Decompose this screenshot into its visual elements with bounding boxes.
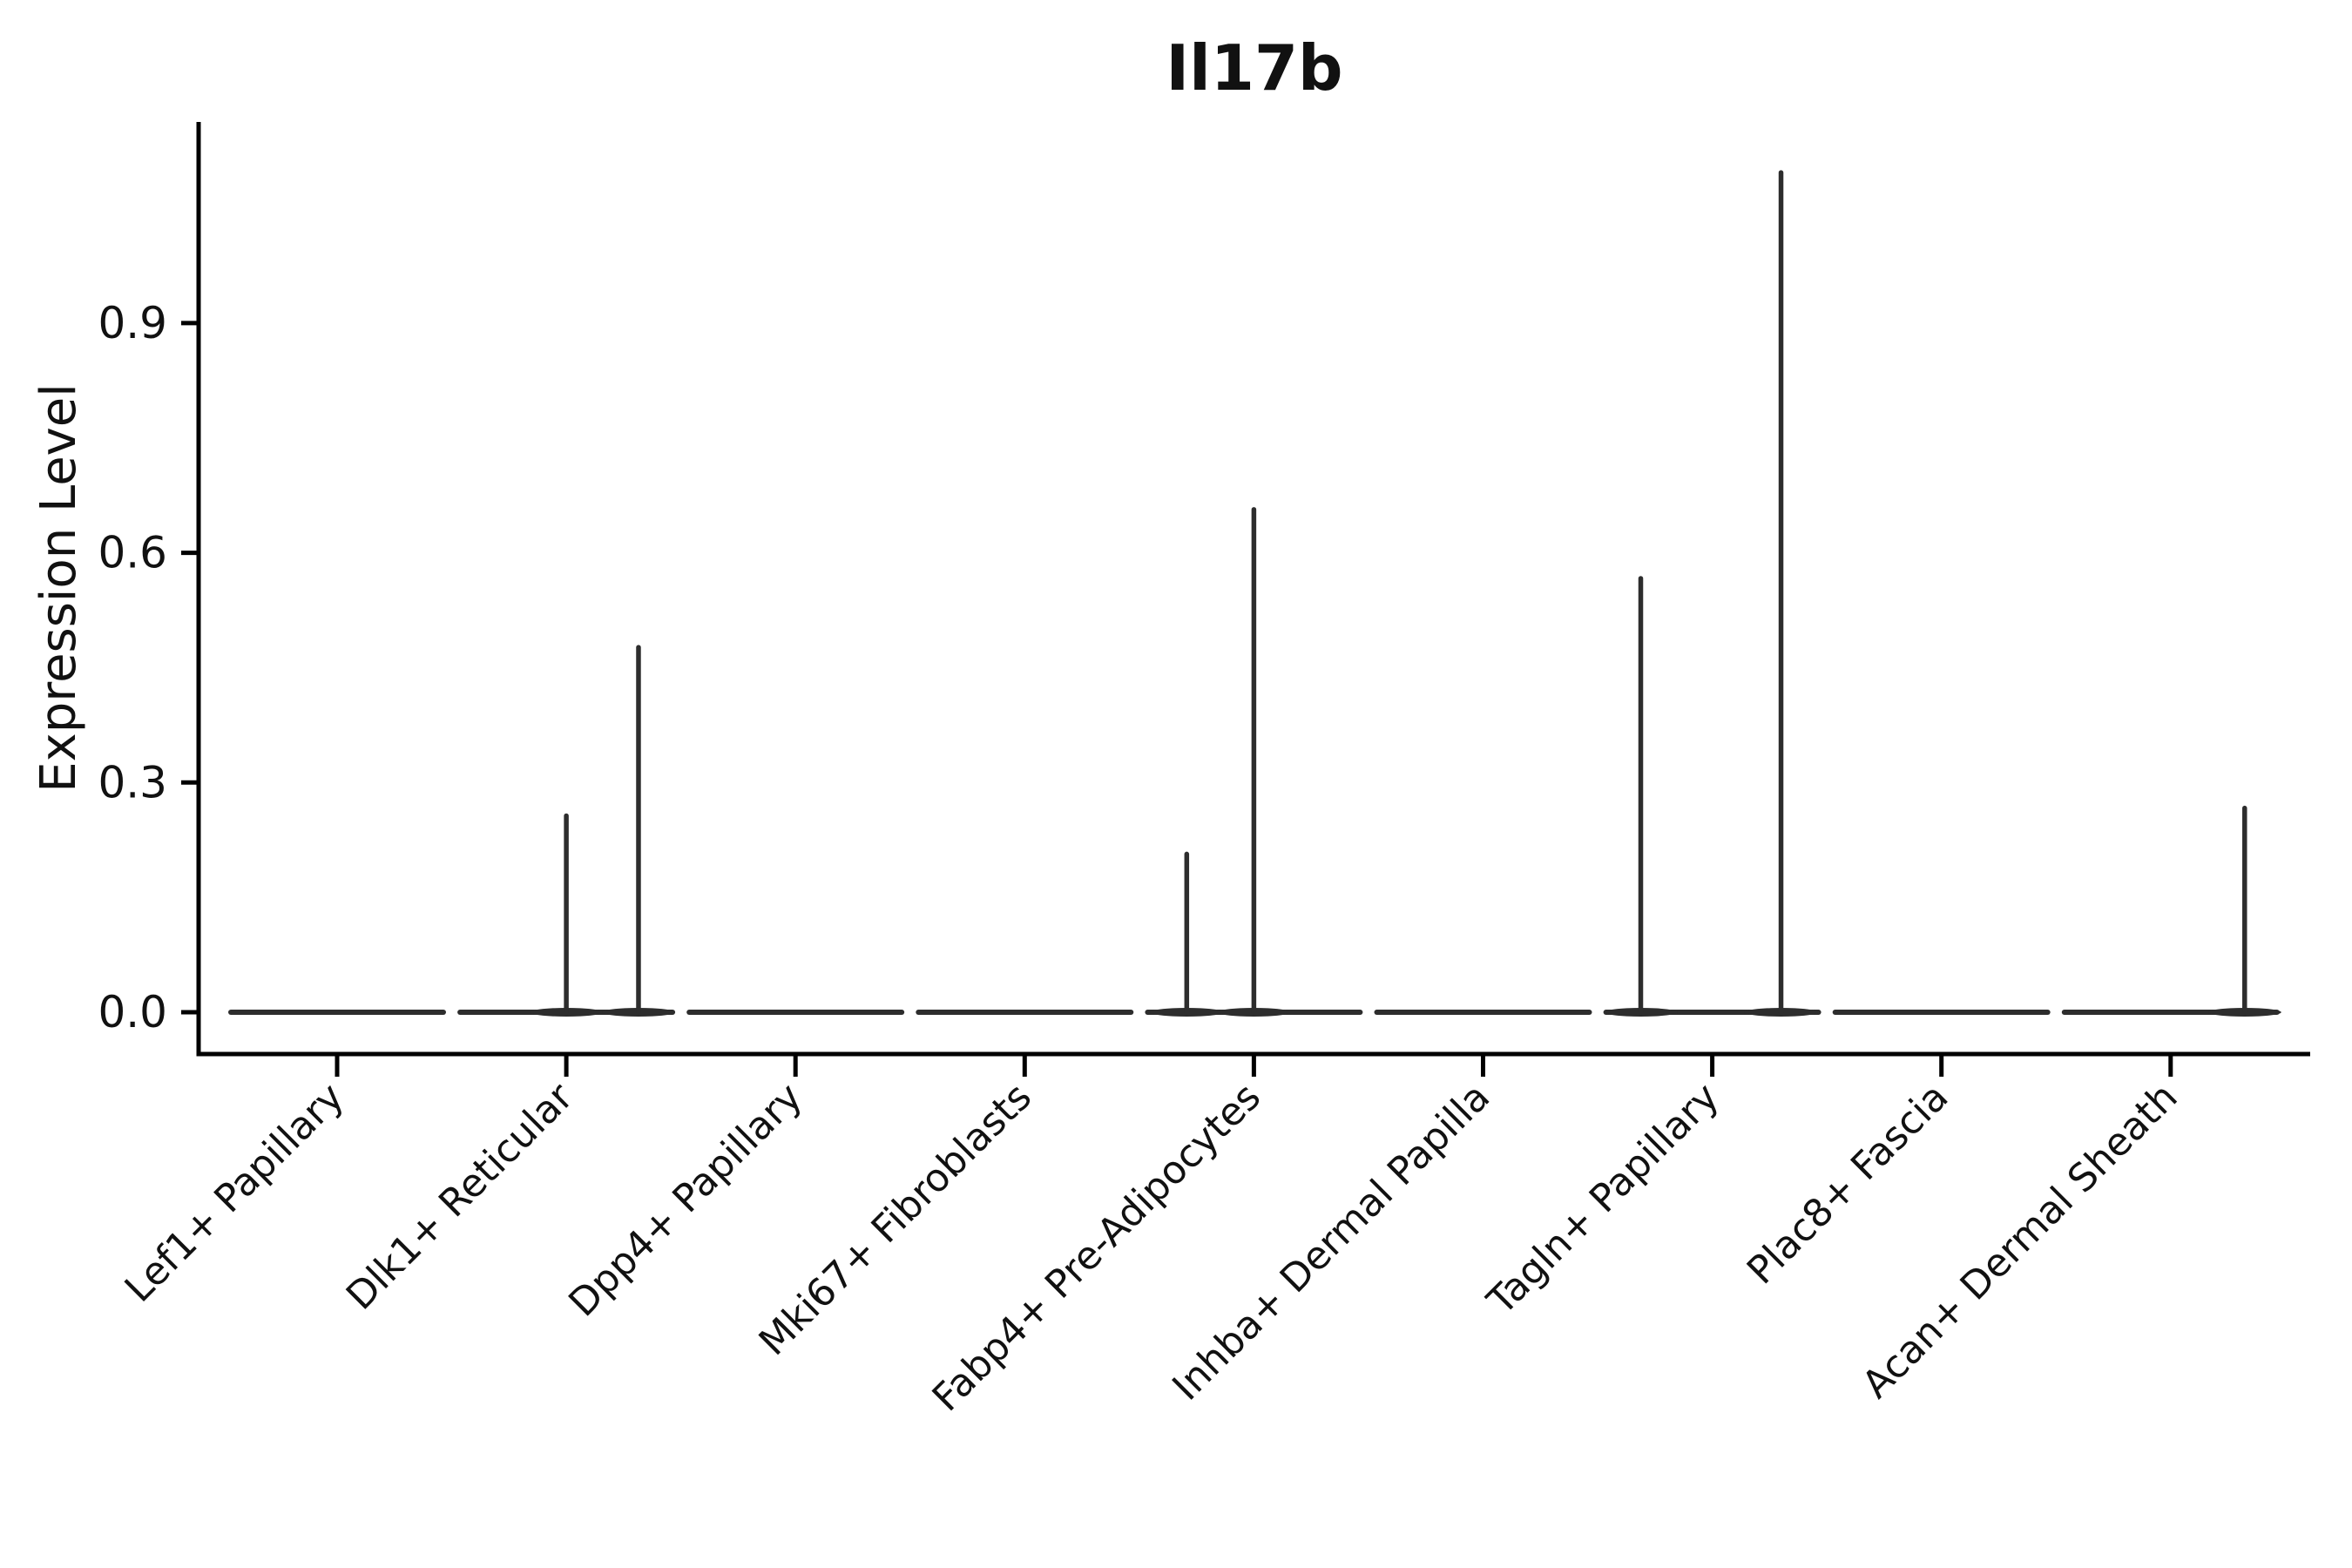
x-tick-label: Dpp4+ Papillary [560, 1075, 811, 1326]
x-tick-label: Lef1+ Papillary [117, 1075, 353, 1311]
x-tick-label: Tagln+ Papillary [1478, 1075, 1727, 1324]
y-tick-label: 0.3 [98, 757, 167, 808]
x-tick-label: Plac8+ Fascia [1739, 1075, 1957, 1294]
chart-title: Il17b [1166, 31, 1342, 105]
y-tick-label: 0.6 [98, 528, 167, 578]
y-axis-label: Expression Level [30, 383, 87, 793]
y-tick-label: 0.0 [98, 987, 167, 1037]
y-tick-label: 0.9 [98, 298, 167, 348]
x-tick-label: Dlk1+ Reticular [338, 1074, 583, 1319]
